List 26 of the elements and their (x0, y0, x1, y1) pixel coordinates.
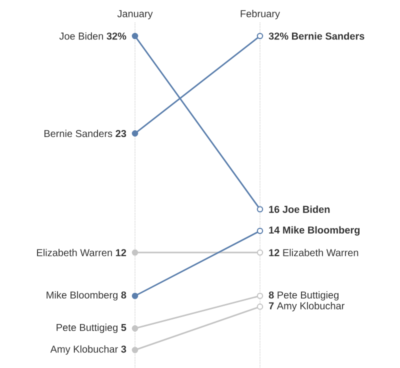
text: Joe Biden (59, 32, 104, 40)
data-label: 3 (121, 346, 126, 353)
series-label: Mike Bloomberg (46, 291, 118, 301)
text: Elizabeth Warren (283, 248, 358, 256)
text: Amy Klobuchar (50, 345, 118, 355)
data-label: 12 (116, 249, 126, 256)
x-tick-label: February (240, 10, 280, 20)
data-label: 12 (269, 249, 280, 256)
text: Bernie Sanders (292, 32, 364, 40)
data-label: 5 (121, 324, 126, 332)
text: Elizabeth Warren (37, 248, 112, 256)
data-label: 32% (106, 32, 126, 40)
data-label: 23 (116, 130, 126, 138)
series-label: Pete Buttigieg (56, 324, 118, 333)
data-label: 14 (269, 226, 280, 234)
text: Joe Biden (282, 206, 330, 213)
x-tick-label: January (117, 10, 153, 20)
text: Bernie Sanders (44, 130, 112, 138)
data-label: 8 (268, 291, 274, 299)
data-label: 16 (269, 206, 280, 213)
data-label: 7 (268, 302, 274, 310)
data-label: 8 (121, 291, 126, 299)
text: Mike Bloomberg (283, 226, 360, 236)
series-label: Amy Klobuchar (276, 302, 344, 312)
text: Pete Buttigieg (278, 291, 338, 301)
data-label: 32% (268, 32, 288, 40)
